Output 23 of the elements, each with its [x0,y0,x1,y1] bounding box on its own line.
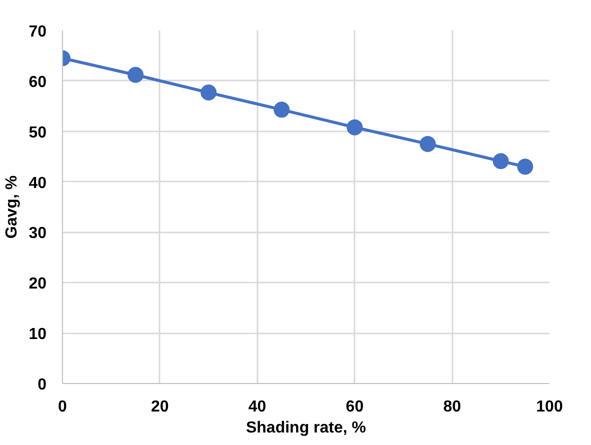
x-tick-label: 20 [151,398,169,416]
point [128,66,144,83]
y-tick-label: 30 [28,225,47,242]
y-tick-label: 20 [28,276,47,293]
y-tick-label: 0 [38,376,47,394]
point [274,102,290,118]
y-tick-label: 40 [28,174,47,192]
point [420,136,436,152]
x-tick-label: 60 [346,398,364,416]
x-tick-label: 40 [248,398,266,416]
y-tick-label: 10 [28,326,47,344]
y-axis-title: Gavg, % [4,175,21,239]
x-axis-title: Shading rate, % [246,420,366,436]
point [517,158,534,175]
point [492,153,509,170]
y-tick-label: 50 [28,124,47,142]
x-tick-label: 80 [443,398,462,416]
point [200,84,217,101]
y-tick-label: 60 [28,74,47,91]
point [346,119,363,136]
x-tick-label: 100 [536,398,563,416]
x-tick-label: 0 [58,398,68,416]
y-tick-label: 70 [28,24,47,40]
